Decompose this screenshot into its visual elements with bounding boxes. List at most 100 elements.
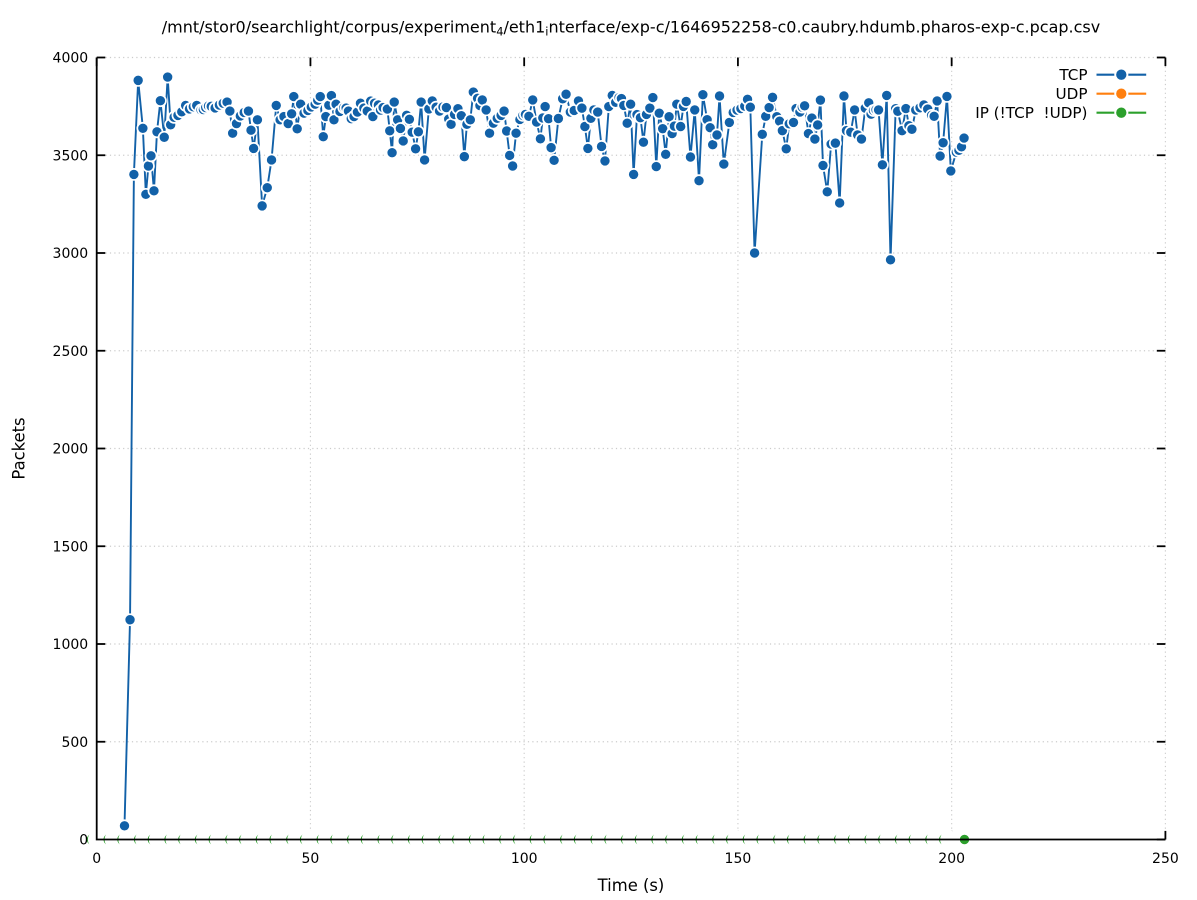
tcp-marker xyxy=(848,103,862,117)
data-series xyxy=(86,70,971,849)
tcp-marker xyxy=(637,135,650,149)
x-tick-label-100: 100 xyxy=(511,851,538,867)
y-tick-label-3500: 3500 xyxy=(53,148,89,164)
y-tick-label-1500: 1500 xyxy=(53,539,89,555)
tcp-marker xyxy=(313,90,327,103)
tcp-marker xyxy=(884,253,897,267)
tcp-marker xyxy=(409,142,423,156)
legend-entry-ip: IP (!TCP !UDP) xyxy=(975,104,1147,122)
tcp-marker xyxy=(418,153,431,167)
tcp-marker xyxy=(269,98,283,112)
tcp-marker xyxy=(316,130,330,144)
tcp-marker xyxy=(717,157,731,171)
tcp-marker xyxy=(646,91,660,104)
tcp-marker xyxy=(674,120,688,133)
y-tick-label-2000: 2000 xyxy=(53,442,89,458)
tcp-marker xyxy=(936,136,950,150)
legend-marker-sample xyxy=(1114,86,1129,101)
tcp-marker xyxy=(872,103,885,117)
tcp-marker xyxy=(957,131,971,145)
tcp-marker xyxy=(743,100,757,114)
tcp-marker xyxy=(538,100,552,113)
tcp-marker xyxy=(649,160,663,173)
tcp-marker xyxy=(624,97,638,111)
tcp-marker xyxy=(659,147,673,161)
legend-label: UDP xyxy=(1056,85,1088,103)
tcp-marker xyxy=(551,112,565,125)
legend-marker-sample xyxy=(1114,105,1129,120)
tcp-marker xyxy=(255,199,269,213)
tcp-marker xyxy=(833,196,847,210)
tcp-marker xyxy=(142,159,155,173)
legend-label: IP (!TCP !UDP) xyxy=(975,104,1087,122)
tcp-marker xyxy=(147,184,161,198)
legend-marker-sample xyxy=(1114,67,1129,82)
tcp-marker xyxy=(692,174,706,188)
y-tick-label-0: 0 xyxy=(79,833,88,849)
tcp-marker xyxy=(144,149,158,163)
title-subscript: i xyxy=(545,25,548,39)
tcp-marker xyxy=(880,89,894,102)
tcp-marker xyxy=(876,158,889,172)
tcp-marker xyxy=(118,819,131,833)
tcp-marker xyxy=(503,149,517,162)
x-tick-label-200: 200 xyxy=(938,851,965,867)
tcp-marker xyxy=(679,95,693,108)
tcp-marker xyxy=(479,103,493,117)
tcp-marker xyxy=(396,134,410,148)
tcp-marker xyxy=(627,168,641,181)
tcp-marker xyxy=(223,104,237,118)
tcp-marker xyxy=(526,93,540,107)
y-tick-label-3000: 3000 xyxy=(53,246,89,262)
tcp-line xyxy=(123,76,965,826)
tcp-marker xyxy=(463,113,477,127)
tcp-marker xyxy=(547,153,561,167)
tcp-marker xyxy=(944,164,958,178)
tcp-marker xyxy=(385,146,399,160)
tcp-marker xyxy=(755,127,769,141)
tcp-marker xyxy=(394,122,407,135)
y-tick-label-1000: 1000 xyxy=(53,637,89,653)
tcp-marker xyxy=(285,107,299,121)
tcp-marker xyxy=(816,159,830,172)
tcp-marker xyxy=(265,153,278,167)
y-tick-label-500: 500 xyxy=(61,735,88,751)
axis-spines xyxy=(95,57,1166,841)
tcp-marker xyxy=(575,101,589,115)
tcp-marker xyxy=(534,132,547,146)
tcp-marker xyxy=(710,128,724,142)
tcp-series xyxy=(118,70,971,833)
tcp-marker xyxy=(581,142,595,155)
legend-label: TCP xyxy=(1058,66,1087,84)
legend-entry-udp: UDP xyxy=(1056,85,1147,103)
x-tick-label-0: 0 xyxy=(92,851,101,867)
tcp-marker xyxy=(457,150,471,164)
tcp-marker xyxy=(161,70,175,84)
tcp-marker xyxy=(157,130,171,144)
tcp-marker xyxy=(247,142,260,155)
tcp-marker xyxy=(327,113,341,127)
tcp-marker xyxy=(696,88,710,102)
tcp-marker xyxy=(837,89,851,103)
tcp-marker xyxy=(598,154,612,168)
tcp-marker xyxy=(779,142,793,156)
tcp-marker xyxy=(591,105,605,119)
tcp-marker xyxy=(662,110,676,124)
title-subscript: 4 xyxy=(496,25,503,39)
legend-entry-tcp: TCP xyxy=(1058,66,1147,84)
tick-labels: 0 50 100 150 200 2500500100015002000250030003… xyxy=(53,51,1179,868)
tcp-marker xyxy=(506,159,520,173)
title-text: /mnt/stor0/searchlight/corpus/experiment xyxy=(162,18,496,37)
tcp-marker xyxy=(811,118,825,132)
tcp-marker xyxy=(620,116,634,130)
tcp-marker xyxy=(411,125,425,139)
y-tick-label-2500: 2500 xyxy=(53,344,89,360)
tcp-marker xyxy=(940,89,954,103)
tcp-marker xyxy=(688,103,702,117)
grid-lines xyxy=(96,56,1166,840)
chart-title: /mnt/stor0/searchlight/corpus/experiment… xyxy=(162,18,1100,39)
tcp-marker xyxy=(766,90,779,104)
tcp-marker xyxy=(814,93,827,107)
